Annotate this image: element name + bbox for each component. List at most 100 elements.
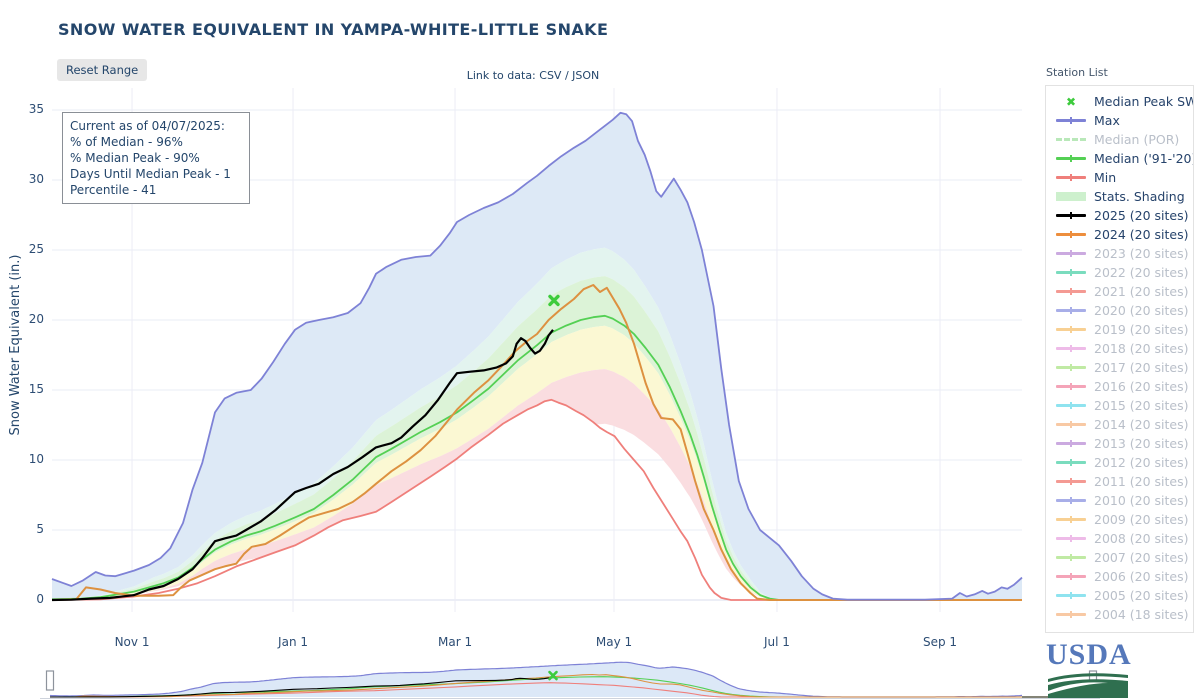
median-peak-marker-icon — [548, 294, 560, 307]
line-sample-icon — [1056, 592, 1086, 599]
series-max — [51, 111, 1023, 601]
legend-item-2022[interactable]: 2022 (20 sites) — [1056, 263, 1193, 282]
series-y2025 — [51, 329, 554, 602]
navigator-series-median — [49, 676, 1022, 698]
line-sample-icon — [1056, 554, 1086, 561]
usda-logo: USDA — [1046, 640, 1156, 698]
page-title: SNOW WATER EQUIVALENT IN YAMPA-WHITE-LIT… — [58, 20, 609, 39]
legend-item-label: 2004 (18 sites) — [1094, 607, 1189, 622]
legend-item-stats-shading[interactable]: Stats. Shading — [1056, 187, 1193, 206]
band-p30-p70 — [52, 276, 1022, 600]
legend-item-2017[interactable]: 2017 (20 sites) — [1056, 358, 1193, 377]
legend-item-max[interactable]: Max — [1056, 111, 1193, 130]
navigator-series-min — [50, 682, 1022, 698]
legend-item-label: 2015 (20 sites) — [1094, 398, 1189, 413]
x-tick-label: Jul 1 — [764, 635, 790, 649]
legend-item-2024[interactable]: 2024 (20 sites) — [1056, 225, 1193, 244]
line-sample-icon — [1056, 535, 1086, 542]
legend-item-2025[interactable]: 2025 (20 sites) — [1056, 206, 1193, 225]
legend-item-2016[interactable]: 2016 (20 sites) — [1056, 377, 1193, 396]
line-sample-icon — [1056, 402, 1086, 409]
legend-item-label: 2024 (20 sites) — [1094, 227, 1189, 242]
series-median — [51, 314, 1022, 601]
line-sample-icon — [1056, 383, 1086, 390]
legend-item-2011[interactable]: 2011 (20 sites) — [1056, 472, 1193, 491]
annotation-line: Days Until Median Peak - 1 — [70, 167, 231, 181]
navigator-series-y2025 — [50, 677, 553, 698]
legend-item-label: 2016 (20 sites) — [1094, 379, 1189, 394]
legend-item-median-91-20[interactable]: Median ('91-'20) — [1056, 149, 1193, 168]
line-sample-icon — [1056, 231, 1086, 238]
y-tick-label: 5 — [36, 522, 44, 536]
y-tick-label: 15 — [28, 382, 44, 396]
legend-item-2023[interactable]: 2023 (20 sites) — [1056, 244, 1193, 263]
legend-item-2014[interactable]: 2014 (20 sites) — [1056, 415, 1193, 434]
dashed-line-sample-icon — [1056, 138, 1086, 141]
line-sample-icon — [1056, 364, 1086, 371]
legend-item-2005[interactable]: 2005 (20 sites) — [1056, 586, 1193, 605]
x-tick-label: May 1 — [595, 635, 633, 649]
legend-item-label: 2009 (20 sites) — [1094, 512, 1189, 527]
line-sample-icon — [1056, 421, 1086, 428]
navigator-median-peak-marker-icon — [548, 670, 558, 681]
data-link[interactable]: Link to data: CSV / JSON — [466, 69, 600, 82]
legend-item-2021[interactable]: 2021 (20 sites) — [1056, 282, 1193, 301]
legend-item-label: 2017 (20 sites) — [1094, 360, 1189, 375]
y-tick-label: 25 — [28, 242, 44, 256]
legend-item-label: 2008 (20 sites) — [1094, 531, 1189, 546]
reset-range-button[interactable]: Reset Range — [57, 59, 148, 81]
legend-item-min[interactable]: Min — [1056, 168, 1193, 187]
x-tick-label: Nov 1 — [114, 635, 150, 649]
line-sample-icon — [1056, 288, 1086, 295]
legend-item-2013[interactable]: 2013 (20 sites) — [1056, 434, 1193, 453]
legend-panel: ✖ Median Peak SWE Max Median (POR) Median ('… — [1045, 85, 1194, 633]
band-min-p10 — [52, 369, 1022, 600]
navigator-left-handle[interactable] — [45, 670, 55, 691]
legend-item-label: 2006 (20 sites) — [1094, 569, 1189, 584]
legend-item-2020[interactable]: 2020 (20 sites) — [1056, 301, 1193, 320]
band-p10-p30 — [52, 325, 1022, 600]
annotation-line: Percentile - 41 — [70, 183, 157, 197]
line-sample-icon — [1056, 440, 1086, 447]
y-tick-label: 0 — [36, 592, 44, 606]
line-sample-icon — [1056, 212, 1086, 219]
legend-item-label: 2025 (20 sites) — [1094, 208, 1189, 223]
legend-item-label: 2020 (20 sites) — [1094, 303, 1189, 318]
series-min — [51, 398, 1022, 601]
legend-item-label: 2019 (20 sites) — [1094, 322, 1189, 337]
legend-item-2015[interactable]: 2015 (20 sites) — [1056, 396, 1193, 415]
legend-item-label: Median (POR) — [1094, 132, 1180, 147]
legend-item-label: 2023 (20 sites) — [1094, 246, 1189, 261]
legend-item-2006[interactable]: 2006 (20 sites) — [1056, 567, 1193, 586]
x-tick-label: Sep 1 — [922, 635, 958, 649]
legend-item-2018[interactable]: 2018 (20 sites) — [1056, 339, 1193, 358]
legend-item-2019[interactable]: 2019 (20 sites) — [1056, 320, 1193, 339]
median-peak-x-marker-icon: ✖ — [1065, 94, 1077, 109]
station-list-label: Station List — [1046, 66, 1108, 79]
band-range-upper — [52, 113, 1022, 600]
legend-item-2010[interactable]: 2010 (20 sites) — [1056, 491, 1193, 510]
annotation-box: Current as of 04/07/2025: % of Median - 9… — [62, 112, 250, 204]
legend-item-median-peak-swe[interactable]: ✖ Median Peak SWE — [1056, 92, 1193, 111]
line-sample-icon — [1056, 307, 1086, 314]
legend-item-label: 2014 (20 sites) — [1094, 417, 1189, 432]
legend-item-label: Max — [1094, 113, 1120, 128]
legend-item-2008[interactable]: 2008 (20 sites) — [1056, 529, 1193, 548]
legend-item-median-por[interactable]: Median (POR) — [1056, 130, 1193, 149]
y-tick-label: 20 — [28, 312, 44, 326]
legend-item-2004[interactable]: 2004 (18 sites) — [1056, 605, 1193, 624]
legend-item-2007[interactable]: 2007 (20 sites) — [1056, 548, 1193, 567]
x-tick-label: Mar 1 — [437, 635, 473, 649]
shading-swatch-icon — [1056, 192, 1086, 201]
line-sample-icon — [1056, 326, 1086, 333]
legend-item-2009[interactable]: 2009 (20 sites) — [1056, 510, 1193, 529]
navigator-track[interactable] — [40, 654, 1100, 698]
legend-item-2012[interactable]: 2012 (20 sites) — [1056, 453, 1193, 472]
line-sample-icon — [1056, 516, 1086, 523]
line-sample-icon — [1056, 573, 1086, 580]
legend-item-label: 2007 (20 sites) — [1094, 550, 1189, 565]
line-sample-icon — [1056, 345, 1086, 352]
legend-item-label: 2021 (20 sites) — [1094, 284, 1189, 299]
